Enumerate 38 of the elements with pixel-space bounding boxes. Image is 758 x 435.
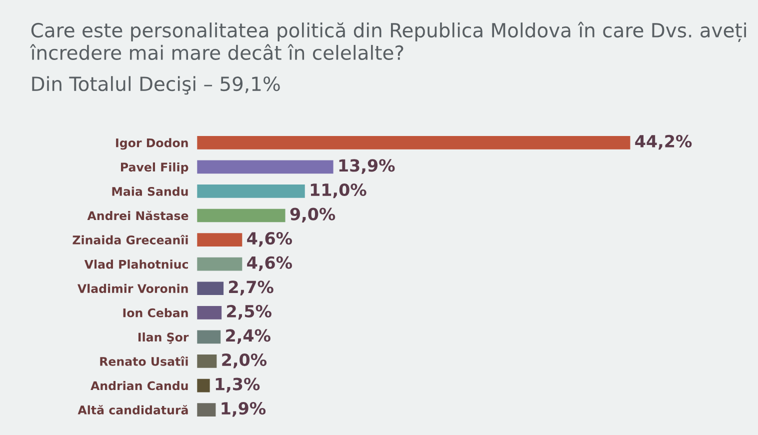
data-label: 2,4% <box>226 329 270 344</box>
bar <box>197 354 217 368</box>
bar <box>197 136 630 150</box>
data-label: 2,5% <box>227 304 272 320</box>
y-tick-label: Zinaida Greceanîi <box>72 234 188 244</box>
y-tick-label: Andrei Năstase <box>87 210 188 220</box>
y-tick-label: Pavel Filip <box>121 162 188 174</box>
bar <box>197 257 242 271</box>
y-tick-label: Maia Sandu <box>112 186 188 196</box>
chart-title: Care este personalitatea politică din Republica Moldova în care Dvs. aveți încredere mai mare decât în celelalte? <box>30 22 746 60</box>
data-label: 4,6% <box>247 256 292 272</box>
bar <box>197 233 242 246</box>
y-tick-label: Altă candidatură <box>78 405 188 414</box>
data-label: 2,0% <box>222 353 267 368</box>
bar <box>197 184 305 198</box>
y-tick-label: Ion Ceban <box>123 308 188 318</box>
bar <box>197 160 334 174</box>
data-label: 9,0% <box>290 208 336 222</box>
bar <box>197 208 286 222</box>
data-label: 2,7% <box>229 280 274 296</box>
data-label: 1,3% <box>216 378 260 392</box>
bar <box>197 282 224 296</box>
y-tick-label: Igor Dodon <box>116 138 188 150</box>
chart-subtitle: Din Totalul Decişi – 59,1% <box>32 76 280 95</box>
data-label: 44,2% <box>635 134 692 150</box>
data-label: 13,9% <box>339 159 395 174</box>
y-tick-label: Renato Usatîi <box>100 356 188 366</box>
data-label: 4,6% <box>247 232 292 247</box>
y-tick-label: Ilan Şor <box>138 332 189 344</box>
bar <box>197 306 222 320</box>
bar <box>197 403 216 416</box>
data-label: 1,9% <box>222 402 266 417</box>
y-tick-label: Vladimir Voronin <box>77 284 188 294</box>
data-label: 11,0% <box>310 183 366 198</box>
bar <box>197 378 210 392</box>
y-tick-label: Vlad Plahotniuc <box>84 260 188 269</box>
y-tick-label: Andrian Candu <box>90 381 188 390</box>
bar <box>197 330 221 344</box>
